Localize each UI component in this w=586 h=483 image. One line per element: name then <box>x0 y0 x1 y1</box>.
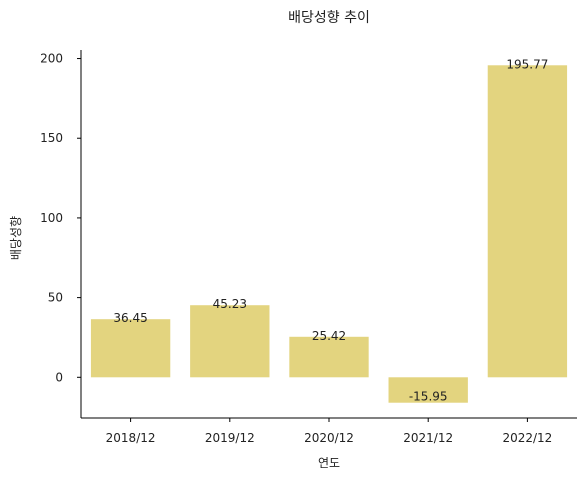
x-tick-label: 2020/12 <box>304 431 354 445</box>
bar-2021-12 <box>388 377 468 403</box>
bar-2018-12 <box>90 319 171 378</box>
x-tick-label: 2019/12 <box>205 431 255 445</box>
data-label: 36.45 <box>113 311 147 325</box>
y-tick-label: 100 <box>40 211 63 225</box>
y-tick-label: 200 <box>40 52 63 66</box>
x-tick-label: 2021/12 <box>403 431 453 445</box>
data-label: 25.42 <box>312 329 346 343</box>
data-label: -15.95 <box>409 390 448 404</box>
data-label: 195.77 <box>506 57 548 71</box>
y-tick-label: 50 <box>48 291 63 305</box>
data-labels-group: 36.45 45.23 25.42 -15.95 195.77 <box>113 57 548 403</box>
y-tick-label: 0 <box>55 370 63 384</box>
bars-group <box>90 65 568 403</box>
y-axis: 0 50 100 150 200 <box>40 50 82 418</box>
y-axis-label: 배당성향 <box>9 216 23 260</box>
x-axis-label: 연도 <box>318 456 340 470</box>
data-label: 45.23 <box>213 297 247 311</box>
x-axis: 2018/12 2019/12 2020/12 2021/12 2022/12 <box>81 417 577 445</box>
y-tick-label: 150 <box>40 131 63 145</box>
bar-2022-12 <box>487 65 568 378</box>
x-tick-label: 2022/12 <box>502 431 552 445</box>
bar-2019-12 <box>190 305 270 378</box>
x-tick-label: 2018/12 <box>106 431 156 445</box>
chart-title: 배당성향 추이 <box>288 10 370 26</box>
bar-2020-12 <box>289 336 369 378</box>
